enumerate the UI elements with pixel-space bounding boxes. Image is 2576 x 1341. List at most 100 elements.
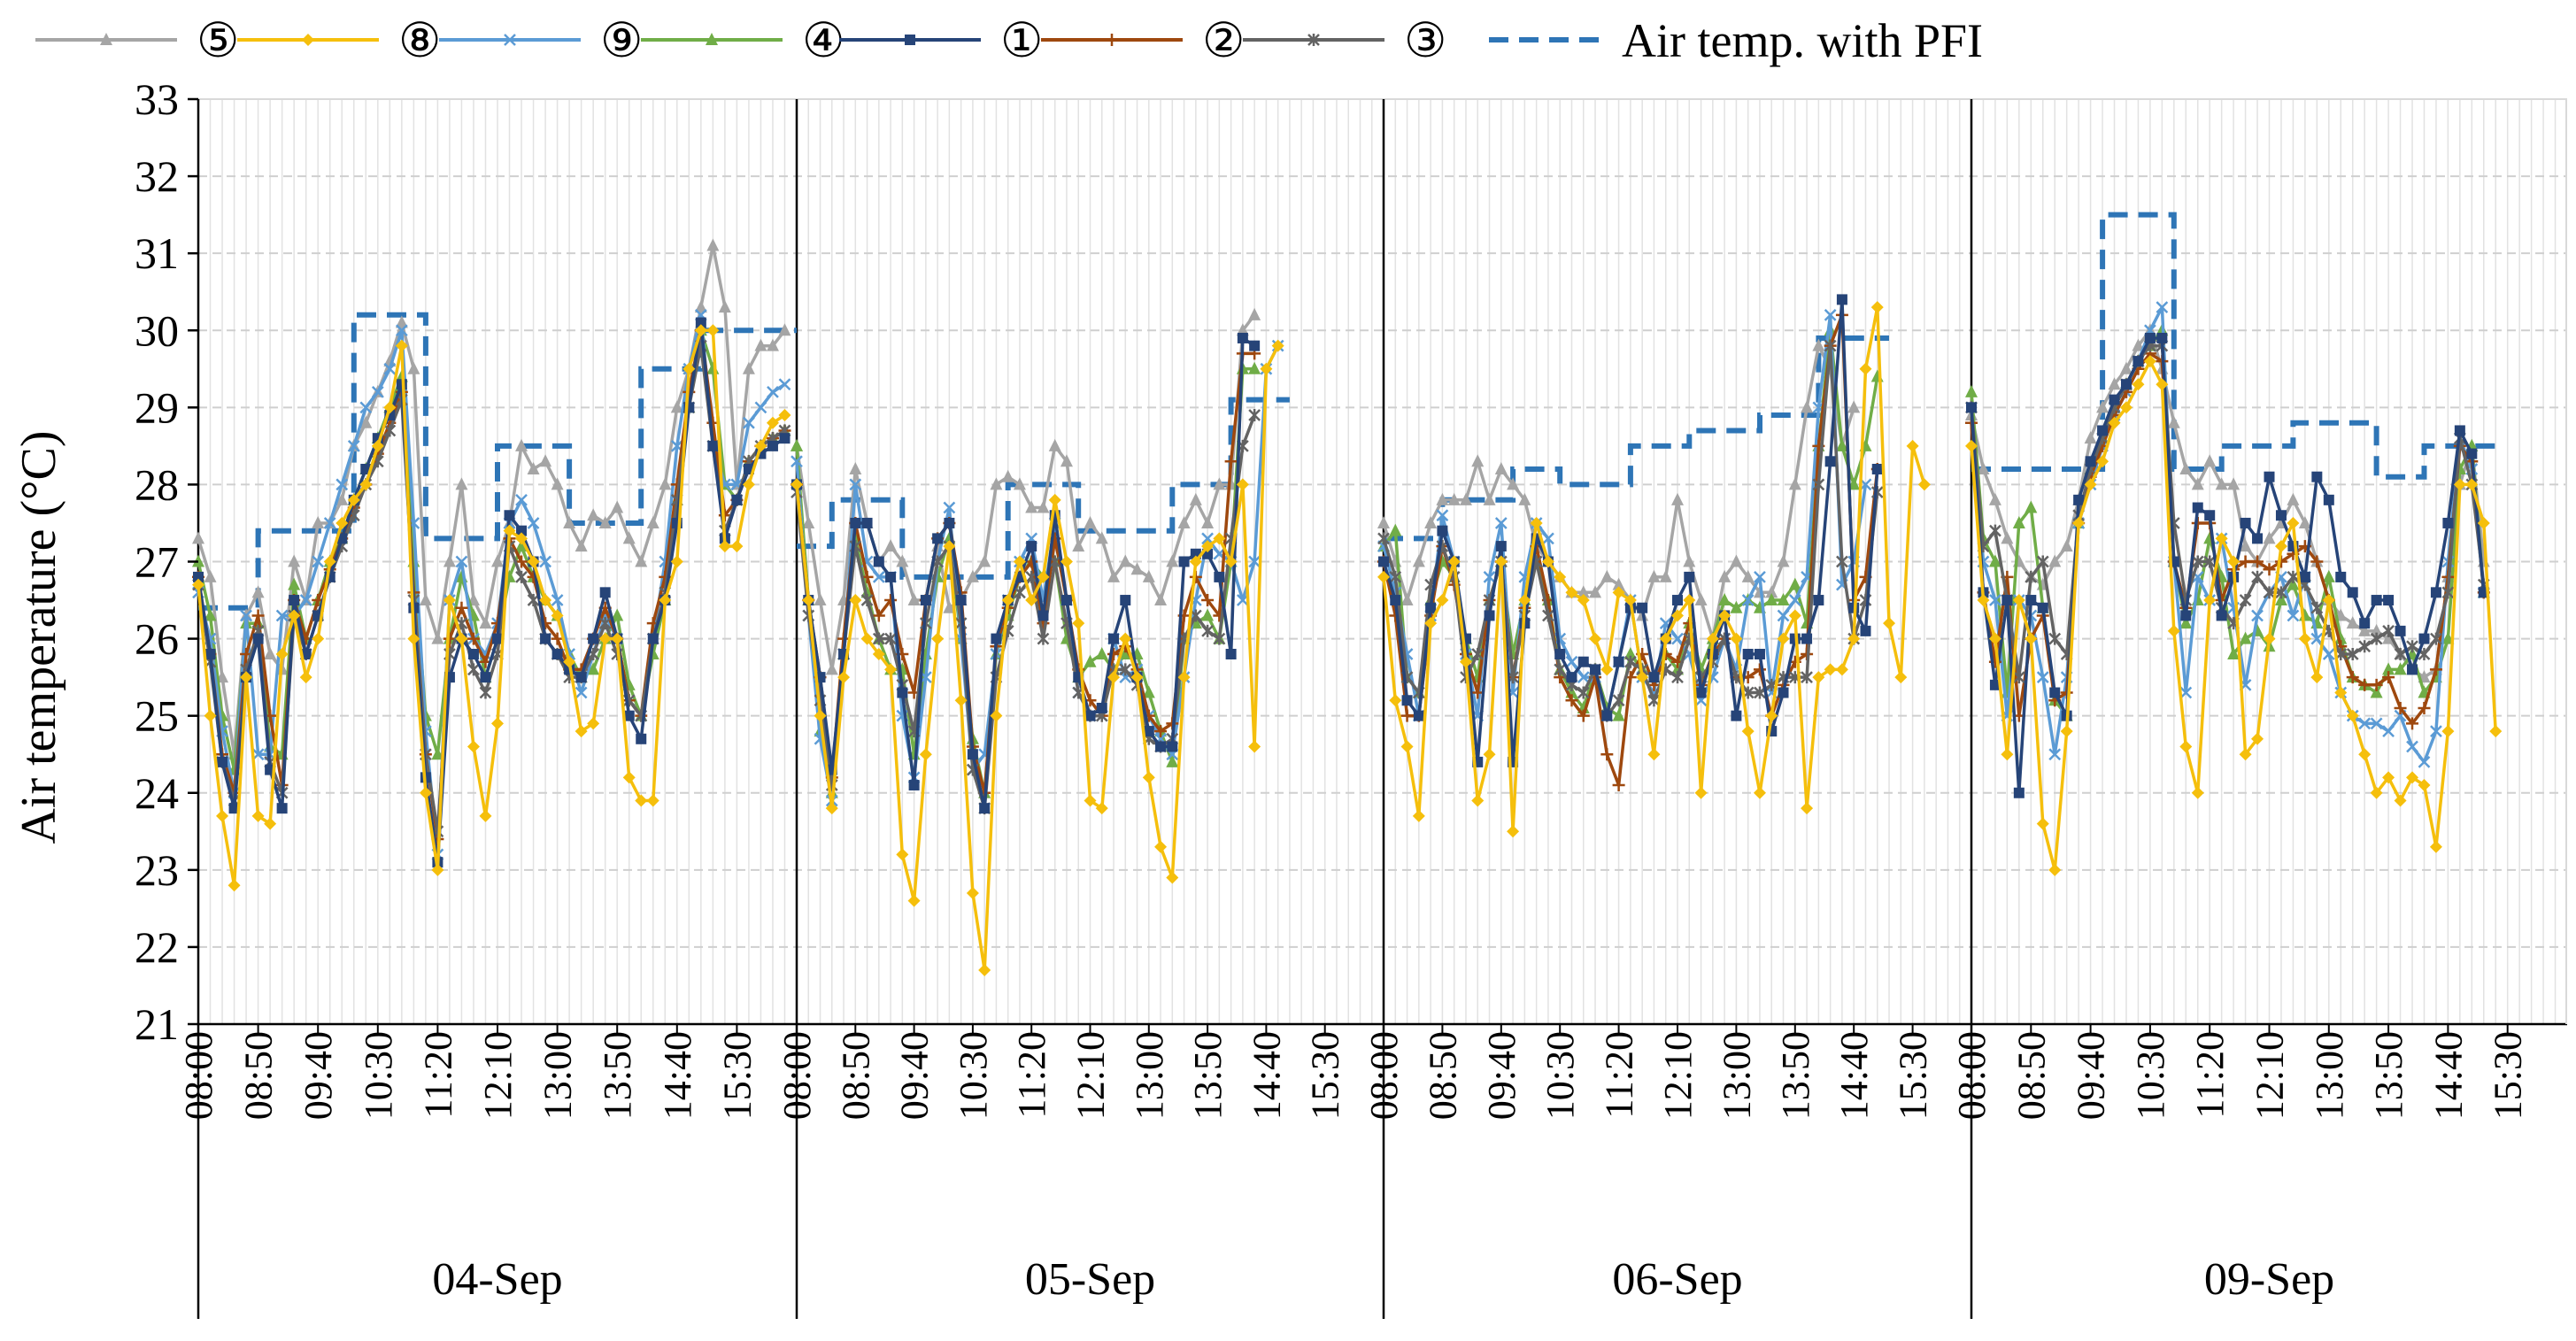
data-point xyxy=(2346,648,2359,660)
data-point xyxy=(1459,655,1472,668)
data-point xyxy=(539,555,551,568)
data-point xyxy=(907,894,921,907)
data-point xyxy=(2287,577,2300,590)
y-tick-label: 28 xyxy=(135,459,179,509)
data-point xyxy=(2227,555,2241,568)
data-point xyxy=(2060,725,2073,738)
data-point xyxy=(2429,840,2442,853)
data-point xyxy=(288,554,301,567)
data-point xyxy=(646,794,659,807)
data-point xyxy=(575,686,588,699)
data-point xyxy=(1201,540,1215,553)
data-point xyxy=(2227,647,2241,659)
data-point xyxy=(1390,595,1401,606)
data-point xyxy=(1788,594,1801,606)
data-point xyxy=(767,440,778,451)
data-point xyxy=(1577,709,1590,722)
data-point xyxy=(2406,717,2419,730)
data-point xyxy=(1812,338,1825,351)
data-point xyxy=(1377,515,1390,528)
data-point xyxy=(1577,585,1590,598)
data-point xyxy=(1847,632,1861,645)
data-point xyxy=(1130,562,1144,575)
data-point xyxy=(1801,400,1814,413)
data-point xyxy=(1600,569,1614,582)
data-point xyxy=(1600,663,1614,676)
data-point xyxy=(1671,632,1684,645)
data-point xyxy=(2203,594,2217,607)
data-point xyxy=(1966,402,1977,413)
data-point xyxy=(2394,648,2407,660)
data-point xyxy=(2406,640,2418,653)
data-point xyxy=(2430,587,2441,598)
data-point xyxy=(1590,664,1601,675)
data-point xyxy=(359,401,373,414)
data-point xyxy=(204,649,216,659)
series-line xyxy=(1970,305,2486,764)
legend-item: ② xyxy=(1041,14,1245,67)
x-tick-label: 15:30 xyxy=(1892,1031,1935,1120)
data-point xyxy=(2382,631,2395,644)
data-point xyxy=(1072,539,1085,552)
data-point xyxy=(2275,586,2287,599)
data-point xyxy=(979,803,991,814)
data-point xyxy=(1542,532,1554,545)
data-point xyxy=(1213,477,1226,490)
data-point xyxy=(1271,339,1284,352)
data-point xyxy=(2311,471,2323,482)
data-point xyxy=(383,401,397,414)
data-point xyxy=(1507,477,1520,490)
data-point xyxy=(2204,510,2216,521)
data-point xyxy=(2346,616,2359,629)
data-point xyxy=(467,663,480,676)
data-point xyxy=(1989,679,2001,690)
data-point xyxy=(1014,586,1026,599)
data-point xyxy=(849,594,862,607)
data-point xyxy=(1119,663,1132,676)
data-point xyxy=(1671,671,1684,684)
data-point xyxy=(1731,710,1742,721)
data-point xyxy=(1154,593,1168,606)
data-point xyxy=(1037,500,1050,513)
data-point xyxy=(2167,415,2180,428)
data-point xyxy=(1095,802,1108,815)
data-point xyxy=(2382,725,2395,737)
data-point xyxy=(1694,593,1708,606)
data-point xyxy=(2119,361,2133,374)
data-point xyxy=(575,672,587,683)
data-point xyxy=(1189,609,1202,622)
data-point xyxy=(1824,456,1836,467)
x-tick-label: 11:20 xyxy=(1598,1031,1641,1119)
data-point xyxy=(1754,686,1766,699)
data-point xyxy=(431,631,444,644)
data-point xyxy=(2085,456,2096,467)
data-point xyxy=(2263,531,2276,544)
data-point xyxy=(1530,516,1543,529)
data-point xyxy=(1119,647,1132,659)
data-point xyxy=(551,594,564,606)
data-point xyxy=(2109,394,2120,405)
data-point xyxy=(991,633,1002,644)
data-point xyxy=(2227,477,2241,490)
legend-item: ⑨ xyxy=(439,14,643,67)
data-point xyxy=(2013,787,2025,798)
data-point xyxy=(1084,515,1097,528)
data-point xyxy=(1694,786,1708,799)
data-point xyxy=(1623,655,1637,668)
data-point xyxy=(1801,802,1814,815)
data-point xyxy=(359,415,373,428)
x-tick-label: 10:30 xyxy=(952,1031,995,1120)
data-point xyxy=(2358,640,2372,653)
x-tick-label: 14:40 xyxy=(1245,1031,1288,1120)
data-point xyxy=(707,440,719,451)
x-tick-label: 13:50 xyxy=(2367,1031,2410,1120)
x-tick-label: 15:30 xyxy=(2487,1031,2530,1120)
data-point xyxy=(2156,332,2168,343)
data-point xyxy=(1236,478,1249,491)
data-point xyxy=(849,462,862,474)
data-point xyxy=(2025,595,2037,606)
data-point xyxy=(2430,725,2442,737)
data-point xyxy=(1412,809,1425,822)
data-point xyxy=(2012,671,2025,684)
data-point xyxy=(1741,569,1755,582)
